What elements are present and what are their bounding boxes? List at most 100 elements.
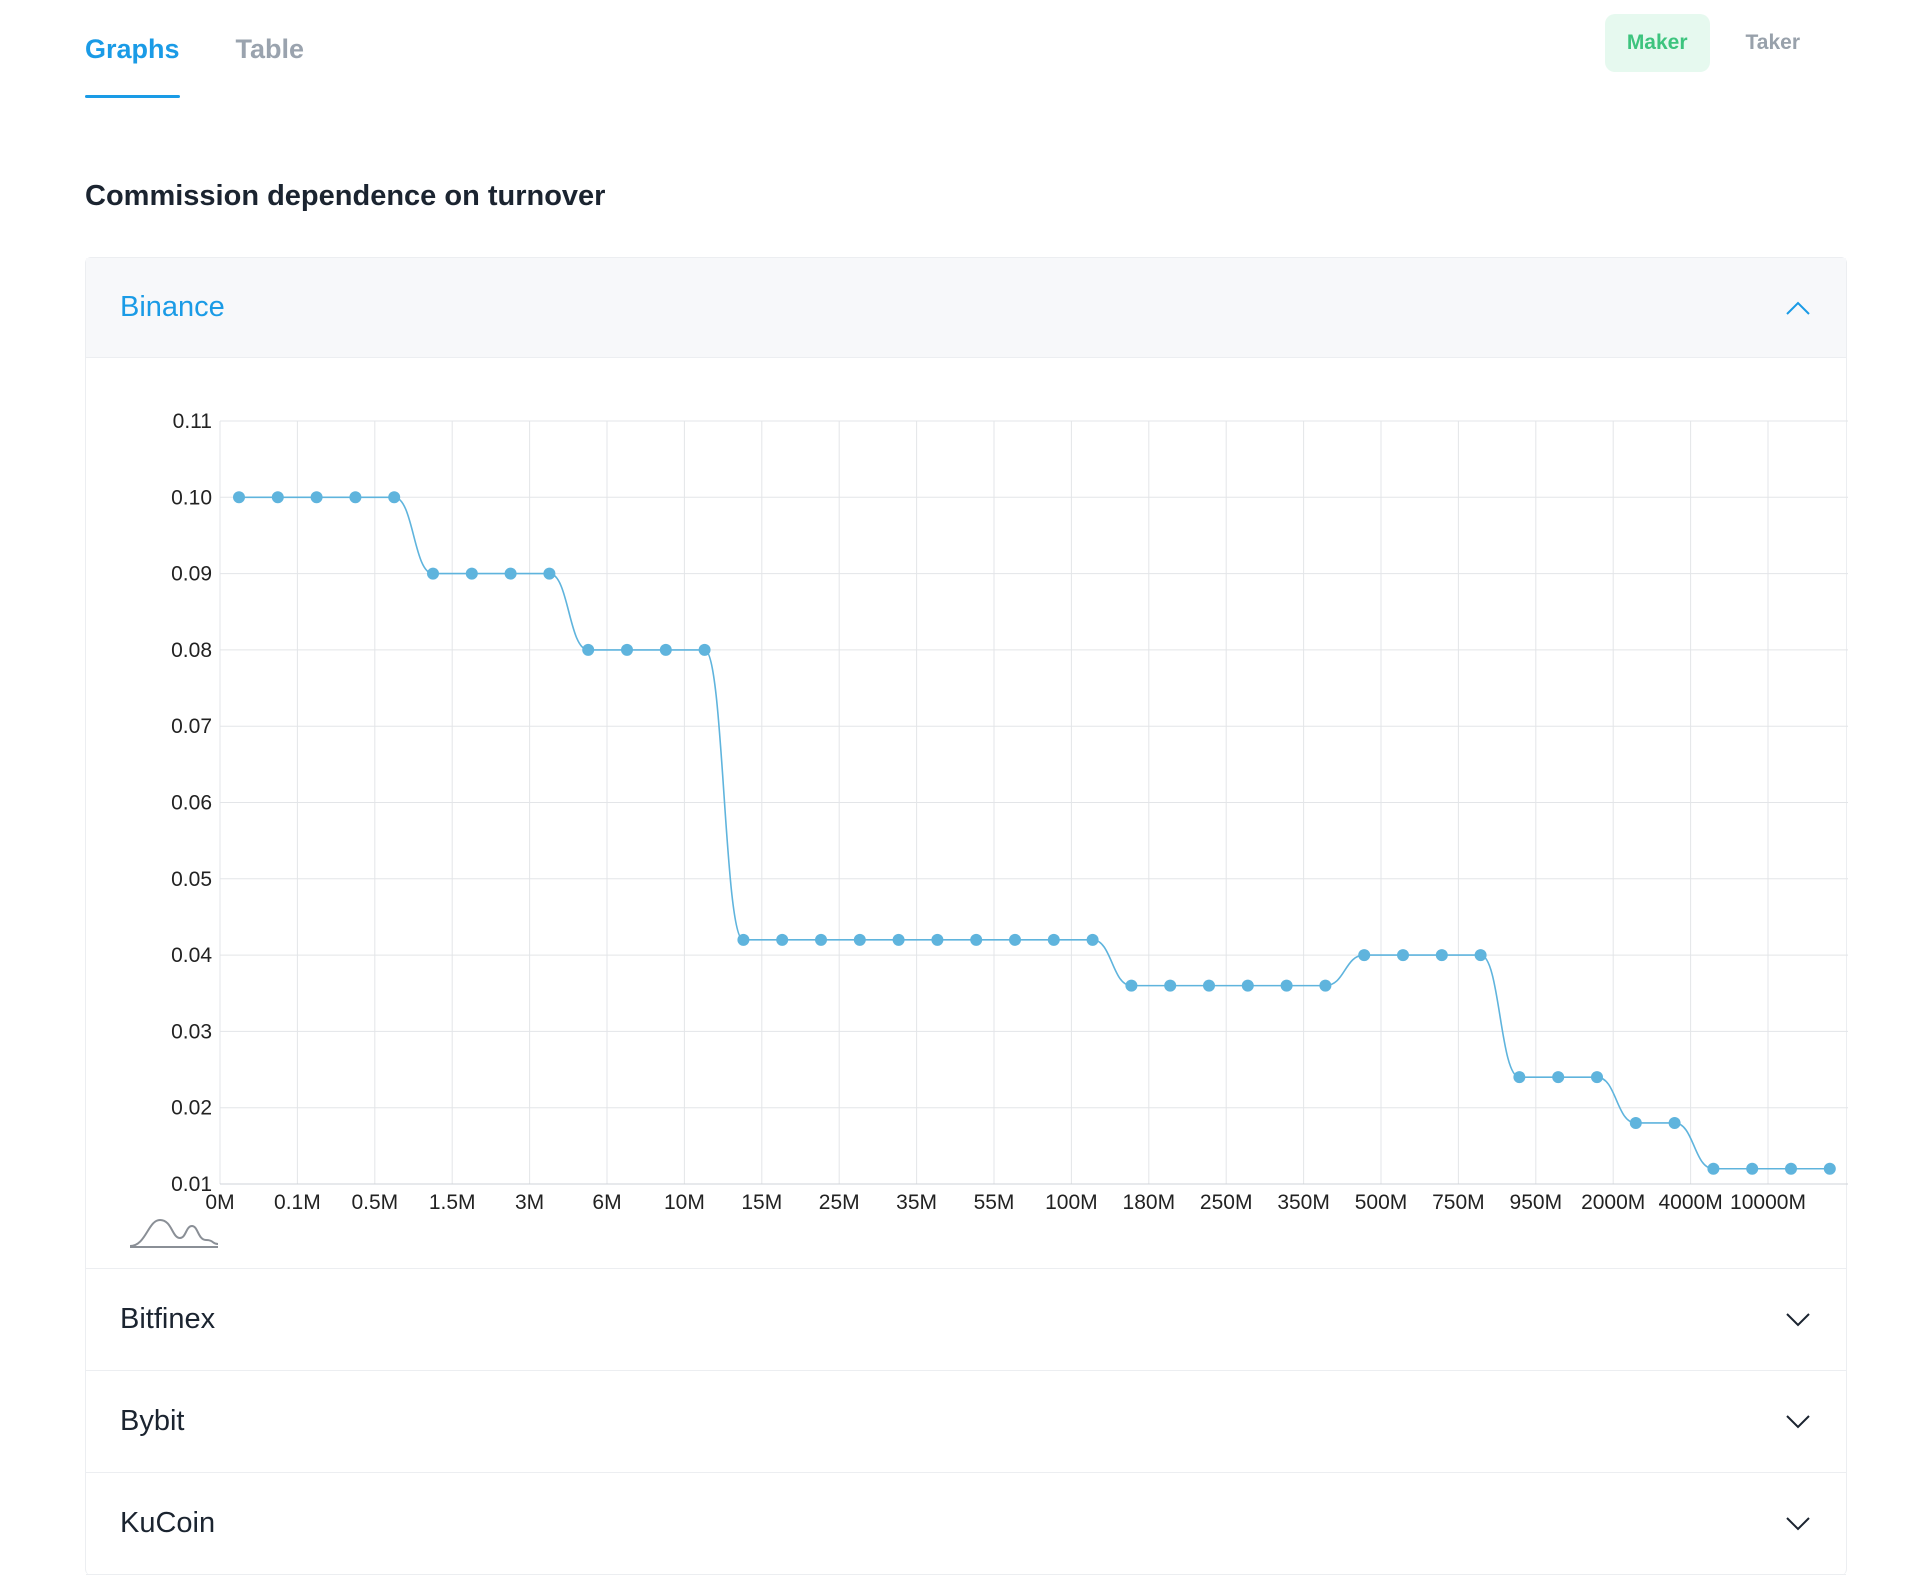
y-tick-label: 0.11	[173, 410, 212, 433]
y-tick-label: 0.10	[171, 486, 212, 509]
x-tick-label: 6M	[592, 1191, 621, 1214]
data-point	[1513, 1071, 1526, 1084]
x-tick-label: 750M	[1432, 1191, 1485, 1214]
data-point	[1746, 1162, 1759, 1175]
data-point	[271, 491, 284, 504]
y-tick-label: 0.07	[171, 715, 212, 738]
chevron-up-icon[interactable]	[1784, 294, 1812, 322]
data-point	[737, 933, 750, 946]
data-point	[504, 567, 517, 580]
data-point	[1125, 979, 1138, 992]
exchange-name: Bitfinex	[120, 1303, 216, 1335]
accordion-header-bitfinex[interactable]: Bitfinex	[86, 1269, 1846, 1370]
taker-button[interactable]: Taker	[1745, 31, 1800, 54]
commission-chart: 0.11 0.10 0.09 0.08 0.07 0.06 0.05 0.04 0.03 0.02…	[129, 410, 1848, 1248]
data-point	[388, 491, 401, 504]
data-point	[1280, 979, 1293, 992]
data-point	[233, 491, 245, 504]
page-title: Commission dependence on turnover	[85, 180, 606, 212]
data-point	[1241, 979, 1254, 992]
data-point	[1668, 1116, 1681, 1129]
data-point	[349, 491, 362, 504]
y-tick-label: 0.02	[171, 1097, 212, 1120]
y-tick-label: 0.01	[171, 1173, 212, 1196]
series-line	[239, 496, 1830, 1170]
binance-chart-panel: 0.11 0.10 0.09 0.08 0.07 0.06 0.05 0.04 0.03 0.02…	[86, 358, 1848, 1268]
chevron-down-icon[interactable]	[1784, 1408, 1812, 1436]
data-point	[1319, 979, 1332, 992]
data-point	[776, 933, 789, 946]
maker-button[interactable]: Maker	[1604, 14, 1710, 72]
data-point	[465, 567, 478, 580]
x-tick-label: 25M	[819, 1191, 860, 1214]
y-tick-label: 0.09	[171, 563, 212, 586]
x-tick-label: 250M	[1200, 1191, 1253, 1214]
accordion-item-bitfinex: Bitfinex	[86, 1269, 1846, 1371]
x-tick-label: 55M	[974, 1191, 1015, 1214]
data-point	[543, 567, 556, 580]
data-point	[1474, 949, 1487, 962]
data-point	[698, 643, 711, 656]
accordion-header-binance[interactable]: Binance	[86, 258, 1846, 358]
y-tick-label: 0.04	[171, 944, 212, 967]
data-point	[931, 933, 944, 946]
x-tick-label: 500M	[1355, 1191, 1408, 1214]
y-tick-label: 0.03	[171, 1020, 212, 1043]
x-tick-label: 1.5M	[429, 1191, 476, 1214]
data-point	[310, 491, 323, 504]
y-tick-label: 0.08	[171, 639, 212, 662]
x-tick-label: 0.1M	[274, 1191, 321, 1214]
accordion-header-bybit[interactable]: Bybit	[86, 1371, 1846, 1472]
x-tick-label: 4000M	[1658, 1191, 1722, 1214]
tab-table[interactable]: Table	[235, 33, 305, 64]
x-tick-label: 100M	[1045, 1191, 1098, 1214]
data-point	[1823, 1162, 1836, 1175]
data-point	[621, 643, 633, 656]
x-tick-label: 15M	[741, 1191, 782, 1214]
x-tick-label: 10M	[664, 1191, 705, 1214]
x-tick-label: 2000M	[1581, 1191, 1645, 1214]
exchange-name: Bybit	[120, 1405, 185, 1437]
wave-icon	[129, 1218, 219, 1248]
data-point	[1047, 933, 1060, 946]
data-point	[815, 933, 827, 946]
y-tick-label: 0.06	[171, 792, 212, 815]
data-point	[1435, 949, 1448, 962]
data-point	[427, 567, 439, 580]
data-point	[1164, 979, 1177, 992]
exchange-name: KuCoin	[120, 1507, 216, 1539]
data-point	[1785, 1162, 1797, 1175]
data-point	[659, 643, 672, 656]
chevron-down-icon[interactable]	[1784, 1306, 1812, 1334]
accordion-item-binance: Binance 0.11 0.10 0.09 0.08 0.07 0.06 0.05 0.04…	[86, 258, 1848, 1269]
x-tick-label: 0.5M	[351, 1191, 398, 1214]
data-point	[892, 933, 905, 946]
y-tick-label: 0.05	[171, 868, 212, 891]
accordion-item-bybit: Bybit	[86, 1371, 1846, 1473]
x-tick-label: 950M	[1510, 1191, 1563, 1214]
x-tick-label: 0M	[205, 1191, 234, 1214]
accordion-item-kucoin: KuCoin	[86, 1473, 1846, 1575]
data-point	[1591, 1071, 1603, 1084]
exchange-name: Binance	[120, 291, 225, 323]
data-point	[1358, 949, 1371, 962]
x-tick-label: 35M	[896, 1191, 937, 1214]
data-point	[970, 933, 983, 946]
exchange-accordion: Binance 0.11 0.10 0.09 0.08 0.07 0.06 0.05 0.04…	[85, 257, 1848, 1575]
data-point	[582, 643, 595, 656]
view-tabs: Graphs Table	[85, 0, 304, 98]
data-point	[1009, 933, 1021, 946]
tab-graphs[interactable]: Graphs	[85, 0, 180, 98]
x-tick-label: 10000M	[1730, 1191, 1806, 1214]
data-point	[1203, 979, 1215, 992]
chevron-down-icon[interactable]	[1784, 1510, 1812, 1538]
data-point	[1552, 1071, 1565, 1084]
data-point	[1086, 933, 1099, 946]
x-tick-label: 180M	[1123, 1191, 1176, 1214]
data-point	[853, 933, 866, 946]
x-tick-label: 350M	[1277, 1191, 1330, 1214]
data-point	[1707, 1162, 1720, 1175]
accordion-header-kucoin[interactable]: KuCoin	[86, 1473, 1846, 1574]
fee-type-switch: Maker Taker	[1604, 14, 1822, 72]
data-point	[1629, 1116, 1642, 1129]
